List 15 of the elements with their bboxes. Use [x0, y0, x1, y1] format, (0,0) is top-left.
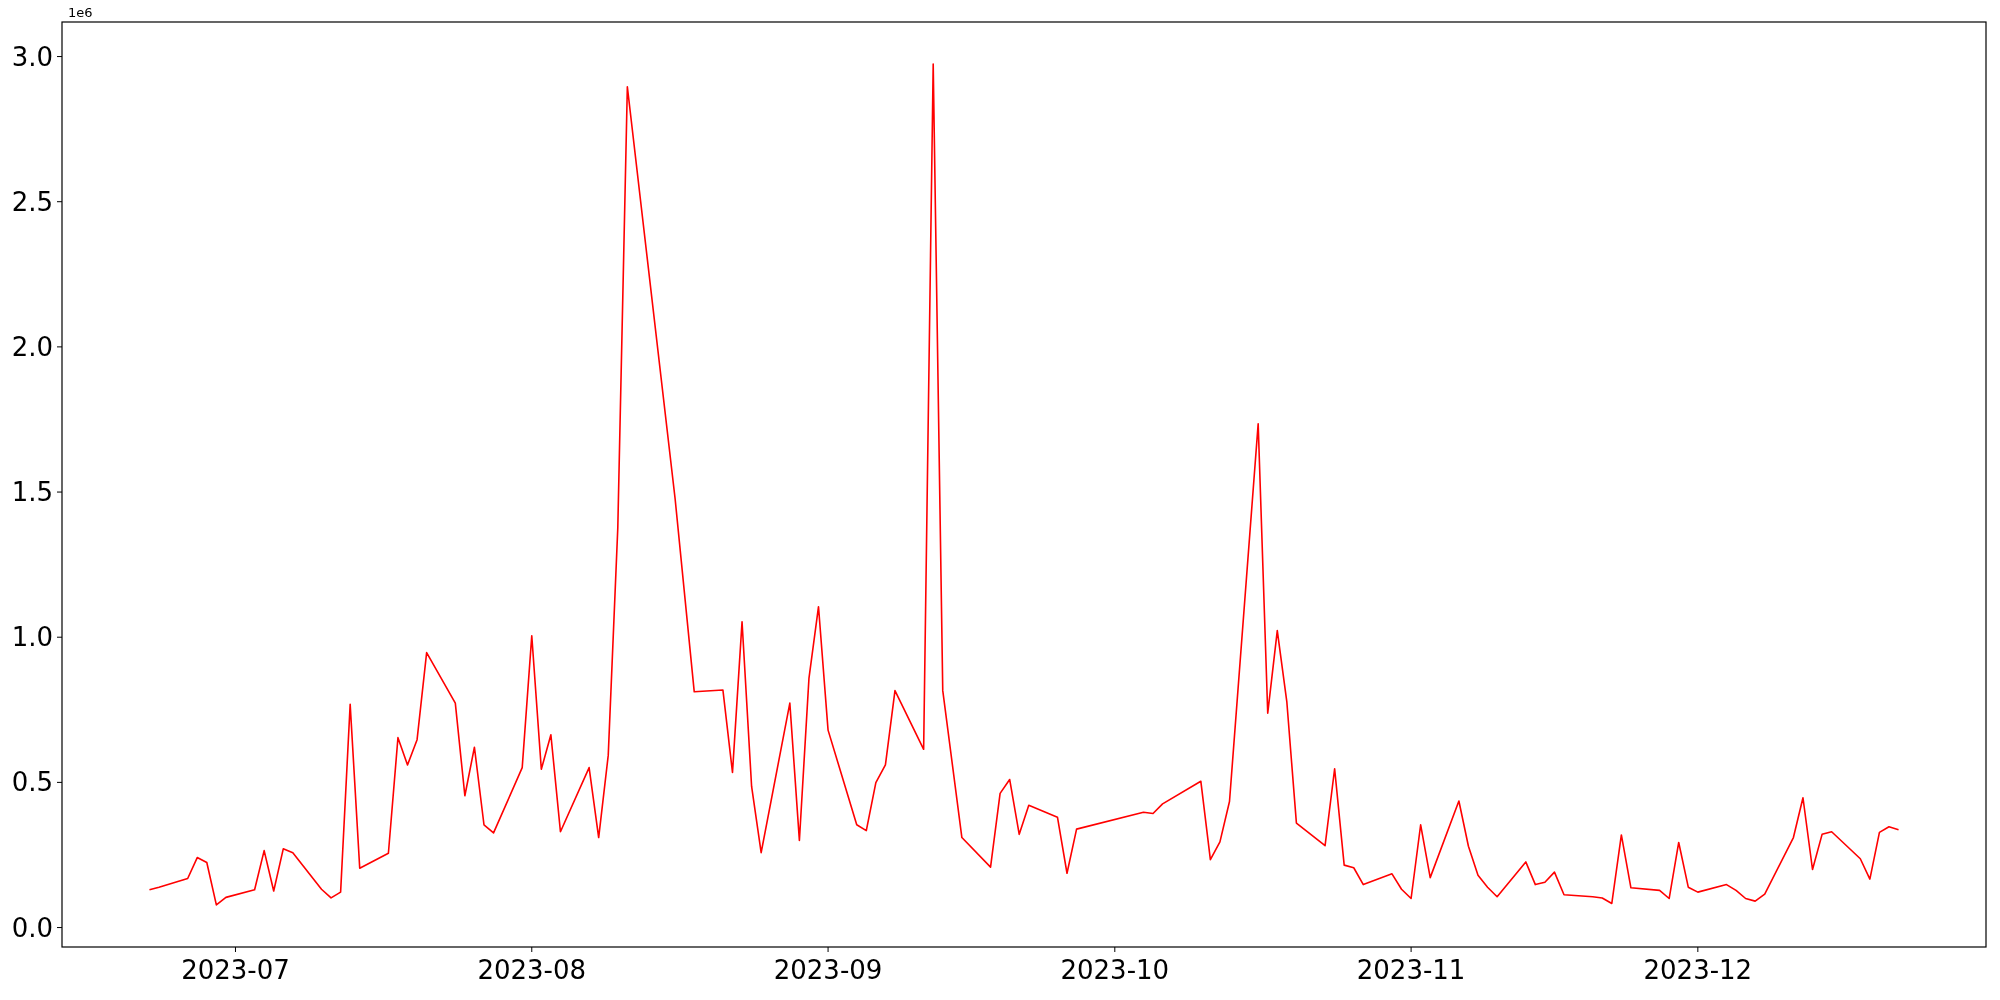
y-tick-label: 1.5 [11, 477, 53, 508]
x-tick-label: 2023-12 [1643, 955, 1753, 985]
x-tick-label: 2023-08 [477, 955, 587, 985]
y-tick-label: 2.0 [11, 331, 53, 362]
y-tick-label: 3.0 [11, 41, 53, 72]
y-tick-label: 0.5 [11, 767, 53, 798]
x-tick-label: 2023-07 [181, 955, 290, 985]
x-tick-label: 2023-10 [1060, 955, 1170, 985]
y-tick-label: 0.0 [11, 912, 53, 943]
x-tick-label: 2023-09 [773, 955, 883, 985]
y-tick-label: 1.0 [11, 622, 53, 653]
line-series [148, 63, 1900, 906]
text: 1e6 [68, 5, 93, 20]
y-tick-label: 2.5 [11, 186, 53, 217]
x-tick-label: 2023-11 [1356, 955, 1466, 985]
